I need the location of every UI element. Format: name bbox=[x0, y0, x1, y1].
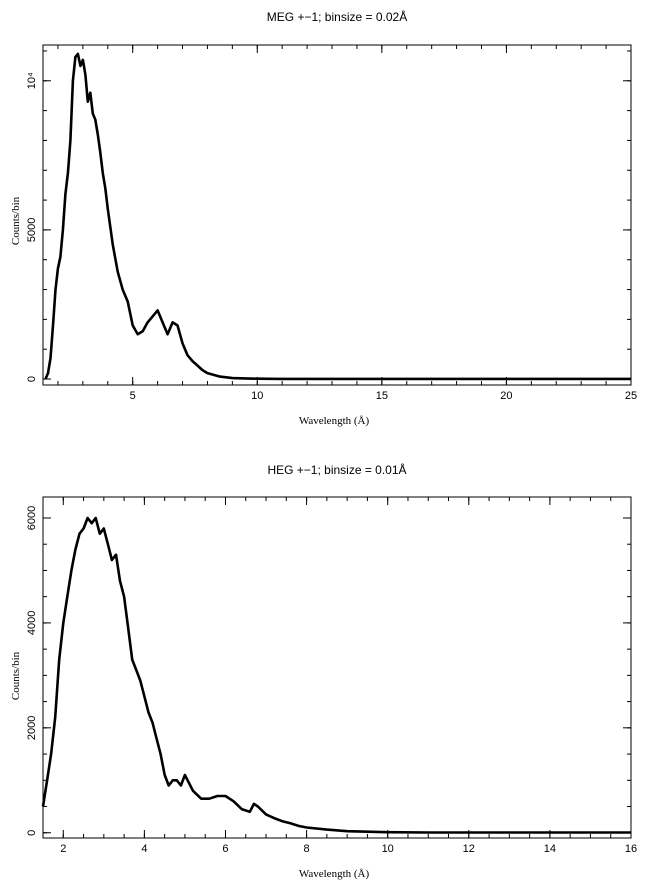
heg-y-axis-label: Counts/bin bbox=[10, 651, 22, 700]
heg-x-tick-label: 2 bbox=[60, 843, 66, 855]
heg-y-tick-label: 2000 bbox=[26, 716, 38, 740]
heg-plot-frame bbox=[42, 496, 632, 839]
meg-x-tick-label: 15 bbox=[376, 390, 388, 402]
meg-y-tick-label: 5000 bbox=[26, 218, 38, 242]
heg-y-tick-label: 4000 bbox=[26, 611, 38, 635]
meg-plot-frame bbox=[42, 44, 632, 386]
meg-x-tick-label: 25 bbox=[625, 390, 637, 402]
heg-x-tick-label: 12 bbox=[463, 843, 475, 855]
heg-spectrum-line bbox=[41, 516, 631, 834]
heg-tick-labels: 2 4 6 8 10 12 14 16 0 2000 4000 6000 bbox=[26, 506, 637, 855]
meg-tick-labels: 5 10 15 20 25 0 5000 10⁴ bbox=[26, 72, 637, 402]
heg-y-tick-label: 0 bbox=[26, 830, 38, 836]
heg-title: HEG +−1; binsize = 0.01Å bbox=[267, 462, 406, 477]
heg-x-tick-label: 10 bbox=[382, 843, 394, 855]
heg-x-tick-label: 8 bbox=[304, 843, 310, 855]
meg-x-tick-label: 10 bbox=[251, 390, 263, 402]
heg-x-axis-label: Wavelength (Å) bbox=[299, 868, 370, 880]
meg-x-tick-label: 20 bbox=[500, 390, 512, 402]
heg-axis-ticks bbox=[42, 497, 632, 838]
heg-x-tick-label: 4 bbox=[141, 843, 147, 855]
meg-panel: MEG +−1; binsize = 0.02Å 5 10 15 20 25 0 5000 1… bbox=[10, 9, 637, 427]
heg-y-tick-label: 6000 bbox=[26, 506, 38, 530]
meg-axis-ticks bbox=[43, 45, 632, 385]
meg-x-axis-label: Wavelength (Å) bbox=[299, 415, 370, 427]
meg-y-tick-label: 10⁴ bbox=[26, 72, 38, 89]
heg-x-tick-label: 6 bbox=[222, 843, 228, 855]
meg-title: MEG +−1; binsize = 0.02Å bbox=[267, 9, 407, 24]
heg-panel: HEG +−1; binsize = 0.01Å 2 4 6 8 10 12 14 16 0 20… bbox=[10, 462, 637, 880]
heg-x-tick-label: 14 bbox=[544, 843, 556, 855]
meg-x-tick-label: 5 bbox=[130, 390, 136, 402]
meg-y-axis-label: Counts/bin bbox=[10, 196, 22, 245]
heg-x-tick-label: 16 bbox=[625, 843, 637, 855]
meg-y-tick-label: 0 bbox=[26, 376, 38, 382]
meg-spectrum-line bbox=[44, 52, 631, 381]
